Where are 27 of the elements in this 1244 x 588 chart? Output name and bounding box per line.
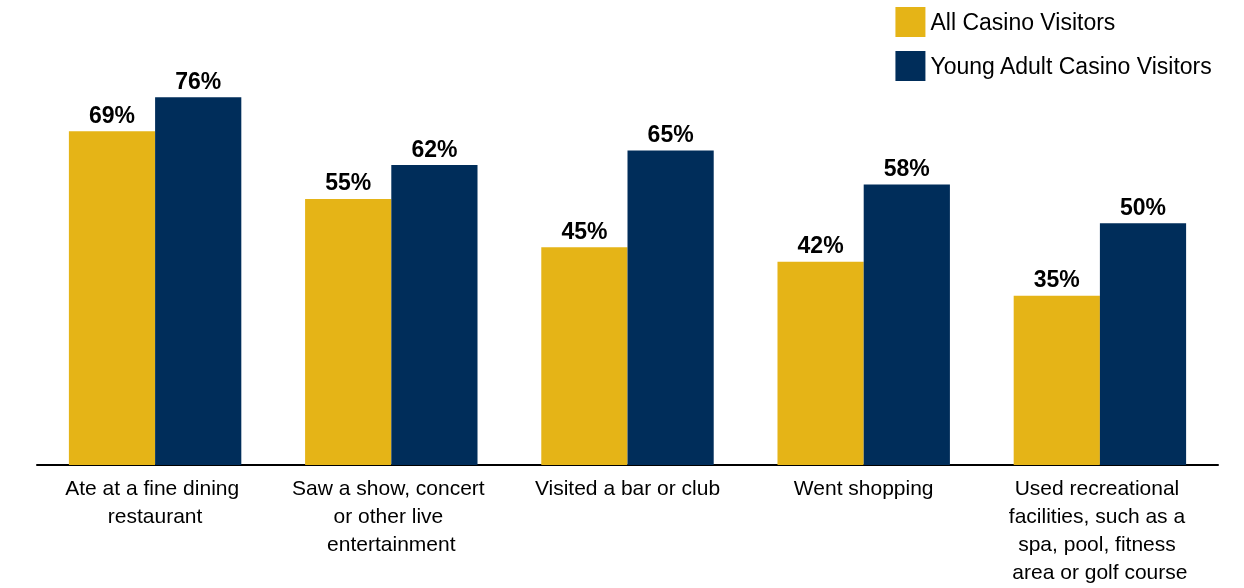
bar [155,97,242,465]
data-label: 69% [88,101,136,128]
data-label: 42% [797,232,844,259]
bar [1013,295,1100,465]
bar [391,165,478,465]
data-label: 76% [175,67,222,94]
bar [777,261,864,465]
bar [1099,223,1187,465]
x-tick-label: Went shopping [793,475,934,499]
data-label: 58% [883,154,930,181]
bar [305,198,392,465]
data-label: 62% [411,135,458,162]
bar [863,184,950,465]
x-tick-label: Used recreational facilities, such as a spa, pool, fitness area or golf course [1008,475,1191,583]
x-tick-label: Visited a bar or club [534,475,721,499]
data-label: 50% [1119,193,1167,220]
x-tick-label: Saw a show, concert or other live entertainment [292,475,491,555]
bar [627,150,714,465]
legend-label: Young Adult Casino Visitors [930,53,1212,79]
bar [68,131,156,465]
data-label: 65% [647,121,694,148]
bar [541,247,628,465]
x-tick-label: Ate at a fine dining restaurant [65,475,245,527]
data-label: 55% [325,169,372,196]
data-label: 45% [561,217,608,244]
data-label: 35% [1033,266,1080,293]
legend-label: All Casino Visitors [930,9,1116,35]
